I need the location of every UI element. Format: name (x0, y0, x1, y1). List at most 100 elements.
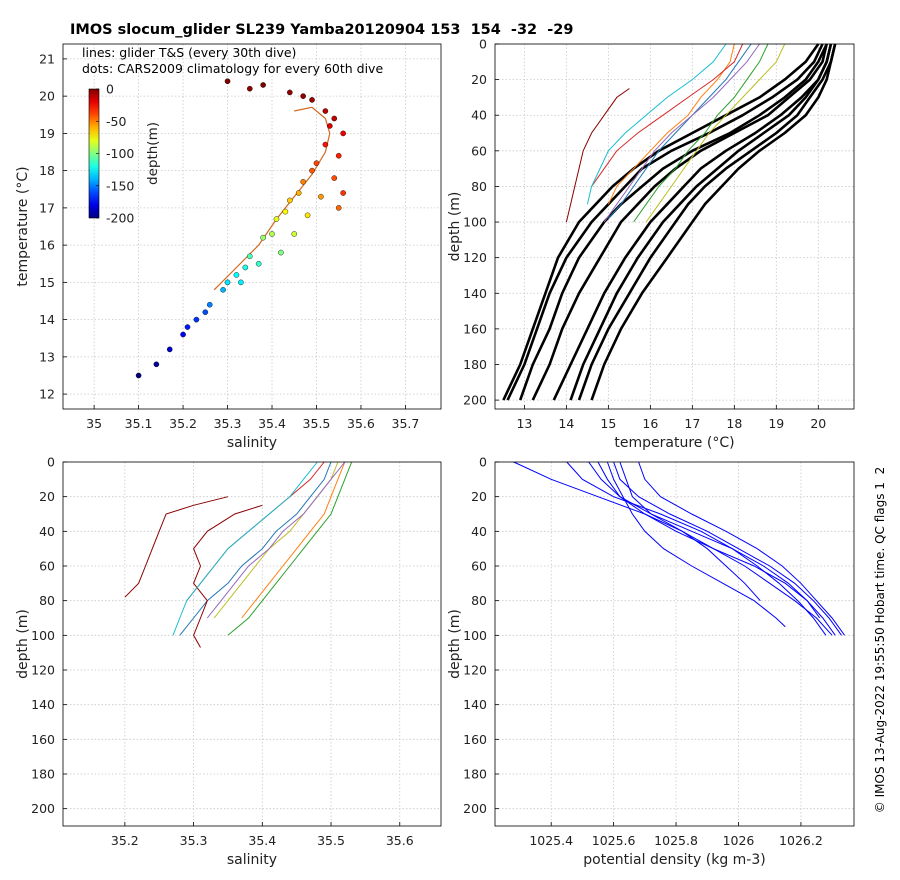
ts-climatology-dot (255, 260, 262, 267)
ts-climatology-dot (309, 97, 315, 103)
ts-xtick-label: 35.3 (214, 416, 242, 431)
ts-climatology-dot (166, 346, 173, 353)
rho-ytick-label: 100 (463, 628, 487, 643)
ts-axes-frame (62, 43, 442, 410)
ts-climatology-dot (233, 272, 240, 278)
rho-ytick-label: 20 (471, 489, 487, 504)
sal-glider-profile (241, 461, 346, 619)
rho-glider-profile (597, 461, 836, 636)
temp-axes-frame (494, 43, 855, 410)
density-profile-panel: 1025.4 1025.6 1025.8 1026 1026.2 0 20 40 60 80 100… (447, 455, 855, 868)
temp-ytick-label: 140 (463, 286, 487, 301)
ts-climatology-dot (184, 324, 191, 330)
ts-climatology-dot (180, 331, 186, 338)
temp-xtick-label: 13 (516, 416, 532, 431)
temp-ytick-label: 100 (463, 215, 487, 230)
temp-climatology-profile (531, 43, 828, 401)
ts-glider-line (213, 106, 331, 291)
sal-plot-area (63, 462, 441, 826)
ts-climatology-dot (327, 123, 333, 129)
ts-climatology-dot (291, 231, 298, 237)
rho-glider-profile (606, 461, 786, 628)
temp-ytick-label: 160 (463, 321, 487, 336)
ts-climatology-dot (340, 190, 346, 196)
temp-ytick-label: 80 (471, 179, 487, 194)
sal-glider-profile (179, 461, 332, 636)
ts-climatology-dot (286, 89, 293, 96)
ts-xtick-label: 35.4 (258, 416, 286, 431)
ts-climatology-dot (135, 372, 142, 379)
sal-xlabel: salinity (227, 852, 277, 868)
ts-climatology-dot (193, 316, 200, 323)
temperature-profile-panel: 13 14 15 16 17 18 19 20020406080100120140160180… (447, 37, 855, 451)
temp-glider-profile (586, 43, 727, 205)
ts-xtick-label: 35.5 (303, 416, 331, 431)
temp-xtick-label: 16 (642, 416, 658, 431)
rho-ytick-label: 140 (463, 697, 487, 712)
temp-glider-profile (565, 88, 630, 223)
colorbar-label: depth(m) (145, 122, 161, 185)
ts-plot-area (63, 44, 441, 409)
sal-ytick-label: 80 (39, 593, 55, 608)
sal-xtick-label: 35.5 (317, 833, 345, 848)
rho-ylabel: depth (m) (447, 609, 463, 679)
ts-climatology-dot (322, 108, 329, 114)
ts-climatology-dot (286, 197, 293, 204)
ts-climatology-dot (300, 179, 306, 185)
rho-xtick-label: 1025.6 (592, 833, 636, 848)
ts-xtick-label: 35 (86, 416, 102, 431)
sal-xtick-label: 35.2 (111, 833, 139, 848)
temp-glider-profile (633, 43, 769, 223)
ts-climatology-dot (260, 234, 266, 241)
temp-xtick-label: 17 (684, 416, 700, 431)
sal-glider-profile (124, 496, 229, 598)
ts-ytick-label: 14 (39, 312, 55, 327)
ts-climatology-dot (224, 279, 231, 286)
sal-glider-profile (227, 461, 353, 636)
temp-climatology-profile (502, 43, 820, 401)
ts-climatology-dot (295, 190, 302, 196)
ts-climatology-dot (260, 82, 266, 88)
temp-glider-profile (608, 43, 752, 219)
ts-xtick-label: 35.7 (392, 416, 420, 431)
ts-ytick-label: 16 (39, 238, 55, 253)
rho-axes-frame (494, 461, 855, 827)
sal-ytick-label: 200 (31, 801, 55, 816)
figure-title: IMOS slocum_glider SL239 Yamba20120904 1… (70, 22, 574, 38)
temp-glider-profile (645, 43, 786, 223)
sal-ytick-label: 40 (39, 524, 55, 539)
rho-glider-profile (566, 461, 827, 636)
temp-ytick-label: 60 (471, 143, 487, 158)
sal-ytick-label: 120 (31, 663, 55, 678)
temp-ytick-label: 20 (471, 72, 487, 87)
ts-climatology-dot (331, 115, 338, 122)
sal-ytick-label: 0 (47, 455, 55, 470)
sal-ytick-label: 60 (39, 559, 55, 574)
ts-climatology-dot (313, 160, 320, 166)
ts-xlabel: salinity (227, 435, 277, 451)
ts-ytick-label: 18 (39, 163, 55, 178)
ts-ytick-label: 13 (39, 349, 55, 364)
temp-xtick-label: 14 (558, 416, 574, 431)
ts-ylabel: temperature (°C) (15, 166, 31, 286)
temp-xtick-label: 15 (600, 416, 616, 431)
rho-xtick-label: 1025.8 (654, 833, 698, 848)
colorbar-tick-label: -150 (106, 178, 134, 193)
ts-xtick-label: 35.1 (125, 416, 153, 431)
sal-glider-profile (172, 461, 318, 636)
rho-ytick-label: 80 (471, 593, 487, 608)
sal-xtick-label: 35.4 (248, 833, 276, 848)
ts-annotation: dots: CARS2009 climatology for every 60t… (82, 61, 383, 76)
rho-ytick-label: 200 (463, 801, 487, 816)
temp-glider-profile (603, 43, 760, 223)
ts-climatology-dot (238, 279, 244, 286)
temp-climatology-profile (518, 43, 828, 401)
ts-climatology-dot (246, 85, 253, 92)
ts-ytick-label: 19 (39, 126, 55, 141)
colorbar-tick-label: -200 (106, 211, 134, 226)
rho-xlabel: potential density (kg m-3) (583, 852, 765, 868)
rho-ytick-label: 0 (479, 455, 487, 470)
ts-diagram-panel: 35 35.1 35.2 35.3 35.4 35.5 35.6 35.7 12 13 14 15 16… (15, 43, 442, 451)
temp-xtick-label: 19 (768, 416, 784, 431)
ts-climatology-dot (282, 208, 289, 215)
